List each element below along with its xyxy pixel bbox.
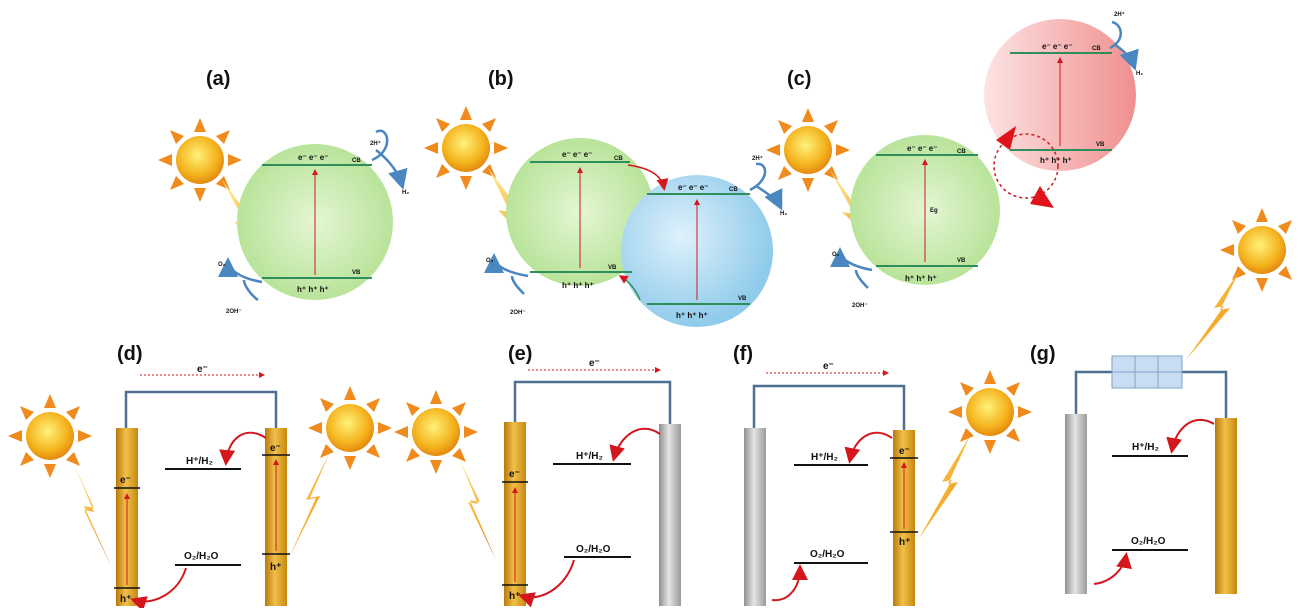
electrons-label: e⁻ e⁻ e⁻ bbox=[907, 144, 937, 153]
cb-label: CB bbox=[352, 158, 361, 164]
light-bolt-icon bbox=[72, 460, 112, 568]
holes-label: h⁺ h⁺ h⁺ bbox=[297, 285, 329, 294]
panel-label-f: (f) bbox=[733, 343, 753, 365]
sun-icon bbox=[948, 370, 1032, 454]
external-wire bbox=[124, 390, 278, 428]
holes-label: h⁺ h⁺ h⁺ bbox=[562, 281, 594, 290]
panel-label-d: (d) bbox=[117, 343, 143, 365]
vb-label: VB bbox=[1096, 142, 1105, 148]
holes-label: h⁺ h⁺ h⁺ bbox=[1040, 156, 1072, 165]
proton-label: 2H⁺ bbox=[1114, 11, 1125, 18]
counter-electrode bbox=[744, 428, 766, 606]
oxygen-redox-label: O₂/H₂O bbox=[1131, 536, 1166, 547]
cb-label: CB bbox=[614, 156, 623, 162]
external-wire bbox=[752, 384, 906, 430]
hydrogen-label: H₂ bbox=[402, 190, 409, 196]
hole-label: h⁺ bbox=[899, 537, 910, 548]
sun-icon bbox=[308, 386, 392, 470]
hydrogen-label: H₂ bbox=[1136, 71, 1143, 77]
cb-label: CB bbox=[957, 149, 966, 155]
panel-label-g: (g) bbox=[1030, 343, 1056, 365]
electron-flow-label: e⁻ bbox=[197, 364, 208, 375]
holes-label: h⁺ h⁺ h⁺ bbox=[676, 311, 708, 320]
hole-label: h⁺ bbox=[509, 591, 520, 602]
electrons-label: e⁻ e⁻ e⁻ bbox=[678, 183, 708, 192]
external-wire bbox=[513, 380, 672, 424]
cb-label: CB bbox=[1092, 46, 1101, 52]
hydrogen-redox-label: H⁺/H₂ bbox=[811, 452, 838, 463]
pv-cell-icon bbox=[1111, 355, 1183, 389]
oxygen-label: O₂ bbox=[832, 252, 840, 258]
vb-label: VB bbox=[352, 270, 361, 276]
band-gap-label: Eg bbox=[930, 208, 938, 214]
sun-icon bbox=[424, 106, 508, 190]
cycle-arrow-icon bbox=[1030, 186, 1054, 208]
electron-label: e⁻ bbox=[270, 443, 281, 454]
hydroxide-label: 2OH⁻ bbox=[852, 303, 868, 309]
hydroxide-label: 2OH⁻ bbox=[226, 309, 242, 315]
oxygen-redox-label: O₂/H₂O bbox=[576, 544, 611, 555]
hole-label: h⁺ bbox=[120, 594, 131, 605]
cycle-arrow-icon bbox=[996, 126, 1016, 150]
sun-icon bbox=[1220, 208, 1292, 292]
hydrogen-redox-label: H⁺/H₂ bbox=[576, 451, 603, 462]
holes-label: h⁺ h⁺ h⁺ bbox=[905, 274, 937, 283]
panel-label-b: (b) bbox=[488, 68, 514, 90]
electron-label: e⁻ bbox=[509, 469, 520, 480]
vb-label: VB bbox=[957, 258, 966, 264]
sun-icon bbox=[766, 108, 850, 192]
counter-electrode bbox=[659, 424, 681, 606]
panel-label-a: (a) bbox=[206, 68, 230, 90]
proton-label: 2H⁺ bbox=[370, 140, 381, 147]
sun-icon bbox=[8, 394, 92, 478]
oxygen-redox-label: O₂/H₂O bbox=[810, 549, 845, 560]
hydroxide-label: 2OH⁻ bbox=[510, 310, 526, 316]
light-bolt-icon bbox=[488, 168, 556, 270]
counter-electrode bbox=[1065, 414, 1087, 594]
panel-label-c: (c) bbox=[787, 68, 811, 90]
electron-flow-label: e⁻ bbox=[823, 361, 834, 372]
cb-label: CB bbox=[729, 187, 738, 193]
electrons-label: e⁻ e⁻ e⁻ bbox=[562, 150, 592, 159]
hydrogen-redox-label: H⁺/H₂ bbox=[186, 456, 213, 467]
electron-label: e⁻ bbox=[120, 475, 131, 486]
hole-label: h⁺ bbox=[270, 562, 281, 573]
oxygen-label: O₂ bbox=[218, 262, 226, 268]
photoelectrode bbox=[1215, 418, 1237, 594]
electron-flow-label: e⁻ bbox=[589, 358, 600, 369]
hydrogen-redox-label: H⁺/H₂ bbox=[1132, 442, 1159, 453]
vb-label: VB bbox=[738, 296, 747, 302]
oxygen-label: O₂ bbox=[486, 258, 494, 264]
electrons-label: e⁻ e⁻ e⁻ bbox=[298, 153, 328, 162]
sun-icon bbox=[394, 390, 478, 474]
light-bolt-icon bbox=[288, 452, 330, 560]
oxygen-redox-label: O₂/H₂O bbox=[184, 551, 219, 562]
cycle-indicator bbox=[993, 133, 1059, 199]
sun-icon bbox=[158, 118, 242, 202]
panel-label-e: (e) bbox=[508, 343, 532, 365]
proton-label: 2H⁺ bbox=[752, 155, 763, 162]
light-bolt-icon bbox=[1186, 270, 1240, 360]
hydrogen-label: H₂ bbox=[780, 211, 787, 217]
electrons-label: e⁻ e⁻ e⁻ bbox=[1042, 42, 1072, 51]
vb-label: VB bbox=[608, 265, 617, 271]
electron-label: e⁻ bbox=[899, 446, 910, 457]
light-bolt-icon bbox=[458, 456, 496, 560]
light-bolt-icon bbox=[918, 436, 970, 540]
